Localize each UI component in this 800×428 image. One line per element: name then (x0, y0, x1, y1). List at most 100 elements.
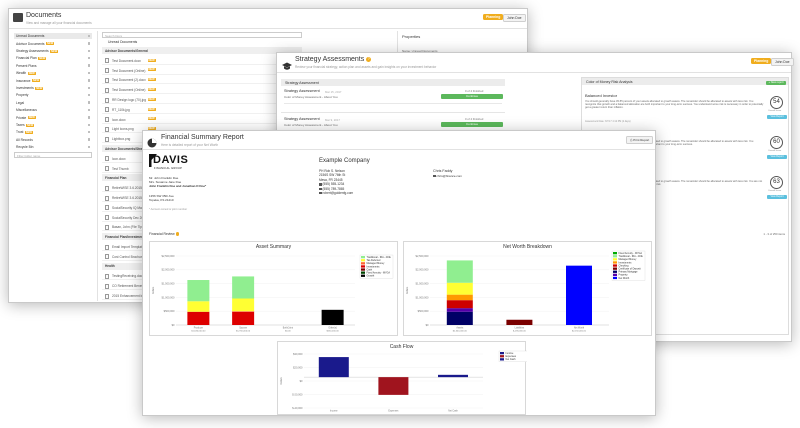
properties-title: Properties (402, 34, 421, 39)
user-menu[interactable]: John Doe (771, 58, 794, 66)
list-item[interactable]: Test Document.docx NEW (102, 57, 302, 65)
legend-label: Net Cash (506, 358, 517, 361)
new-report-button[interactable]: + New report (766, 81, 786, 85)
bar-segment (446, 260, 473, 283)
file-icon (105, 195, 109, 201)
planning-button[interactable]: Planning (483, 14, 504, 20)
asset-chart: $2,500,000 $2,000,000 $1,500,000 $1,000,000… (152, 254, 394, 332)
folder-action-icon (87, 86, 90, 90)
documents-subtitle: View and manage all your financial docum… (26, 21, 92, 25)
documents-header: Documents View and manage all your finan… (9, 9, 527, 29)
sidebar-item[interactable]: Miscellaneous (14, 107, 92, 113)
folder-action-icon (87, 49, 90, 53)
folder-action-icon (87, 123, 90, 127)
sidebar-item[interactable]: Insurance NEW (14, 77, 92, 83)
file-icon (105, 293, 109, 299)
file-icon (105, 185, 109, 191)
sidebar-item[interactable]: Legal (14, 100, 92, 106)
new-badge: NEW (38, 57, 47, 60)
pagination: 1 - 3 of 250 items (763, 232, 785, 236)
legend-swatch (613, 261, 617, 264)
sidebar-item[interactable]: Taxes NEW (14, 122, 92, 128)
sidebar-item[interactable]: Financial Plan NEW (14, 55, 92, 61)
print-report-button[interactable]: ⎙ Print Report (626, 136, 654, 144)
y-tick-label: $1,000,000 (162, 295, 176, 299)
strategy-subtitle: Review your financial strategy, action p… (295, 65, 437, 69)
legend-swatch (613, 267, 617, 270)
x-tick-label: Assets (456, 327, 464, 330)
view-report-button[interactable]: View Report (767, 195, 787, 199)
legend-swatch (613, 276, 617, 280)
planning-button[interactable]: Planning (751, 58, 772, 64)
sidebar-item[interactable]: Private NEW (14, 114, 92, 120)
bar-segment (187, 301, 210, 312)
summary-subtitle: Here is detailed report of your Net Wort… (161, 143, 219, 147)
y-tick-label: $30,000 (293, 352, 303, 356)
sidebar-item[interactable]: Advisor Documents NEW (14, 40, 92, 46)
help-icon[interactable]: ? (366, 56, 372, 62)
progress-track (284, 103, 502, 105)
client-address-line: 1356 SW 35th Ave (149, 194, 174, 198)
new-badge: NEW (50, 49, 59, 53)
bar-segment (232, 311, 255, 312)
list-item[interactable]: RR Design logo (70).jpg NEW (102, 96, 302, 104)
legend-swatch (361, 256, 365, 259)
advisor-phone2: (555) 789-7865 (319, 187, 344, 191)
sidebar-item[interactable]: Unread Documents (14, 33, 92, 40)
folder-filter-input[interactable]: Filter folder name (14, 152, 92, 158)
new-badge: NEW (147, 68, 156, 72)
sidebar-item[interactable]: Trust NEW (14, 129, 92, 135)
client-name-line: John Franklin Doe and Jonathan D Doe* (149, 184, 207, 189)
company-logo: DAVIS FINANCIAL GROUP (149, 154, 194, 172)
list-item[interactable]: RT_110k.jpg NEW (102, 106, 302, 114)
bar-segment (232, 311, 255, 325)
risk-panel-header: Color of Money Risk Analysis (582, 78, 788, 85)
folder-action-icon (87, 64, 90, 67)
sidebar-item[interactable]: Wealth NEW (14, 70, 92, 76)
y-tick-label: $1,500,000 (416, 282, 430, 286)
new-badge: NEW (147, 58, 156, 62)
legend-label: Primary Mortgage (619, 271, 639, 274)
file-icon (105, 126, 109, 132)
y-tick-label: $2,500,000 (416, 254, 430, 258)
list-item[interactable]: Test Document (Online) NEW (102, 67, 302, 75)
user-menu[interactable]: John Doe (503, 14, 526, 22)
doc-search-input[interactable]: Search Docs (102, 32, 302, 38)
category-total-label: $-190,000.00 (513, 330, 527, 332)
legend-label: Income (506, 352, 515, 355)
view-report-button[interactable]: View Report (767, 115, 787, 119)
list-item[interactable]: Test Document (Online) NEW (102, 86, 302, 95)
y-axis-label: Dollars (152, 286, 155, 294)
documents-title: Documents (26, 12, 62, 19)
sidebar-item[interactable]: Recycle Bin (14, 144, 92, 150)
sidebar-item[interactable]: All Records (14, 137, 92, 143)
client-address-line: Topeka, KS 21210 (149, 198, 174, 203)
graduation-cap-icon (282, 58, 292, 70)
legend-swatch (613, 270, 617, 273)
y-tick-label: $500,000 (418, 309, 429, 313)
legend-swatch (500, 355, 504, 358)
list-item-label: Icon.docx (112, 117, 126, 122)
list-item[interactable]: Icon.docx NEW (102, 116, 302, 124)
folder-action-icon (87, 42, 90, 45)
sidebar-item[interactable]: Property (14, 92, 92, 98)
financial-review-label: Financial Review (149, 232, 180, 236)
new-badge: NEW (147, 117, 156, 121)
file-icon (105, 205, 109, 211)
file-icon (105, 87, 109, 93)
legend-label: Fixed Annuity - MYGA (619, 252, 643, 255)
legend-label: Property (619, 274, 629, 277)
sidebar-item[interactable]: Present Plans (14, 63, 92, 69)
company-name: Example Company (319, 158, 370, 164)
cashflow-chart: $30,000 $20,000 $0 $-20,000 $-40,000 Dollars I… (280, 350, 527, 413)
sidebar-item[interactable]: Strategy Assessments NEW (14, 48, 92, 54)
legend-label: Checking (619, 264, 630, 267)
continue-button[interactable]: Continue (441, 94, 503, 99)
legend-box (498, 350, 527, 362)
view-report-button[interactable]: View Report (767, 155, 787, 159)
sidebar-item[interactable]: Investments NEW (14, 85, 92, 91)
list-item[interactable]: Test Document (2).docx NEW (102, 76, 302, 85)
assessment-name: Strategy Assessment (284, 117, 320, 121)
continue-button[interactable]: Continue (441, 122, 503, 127)
legend-swatch (500, 358, 504, 361)
